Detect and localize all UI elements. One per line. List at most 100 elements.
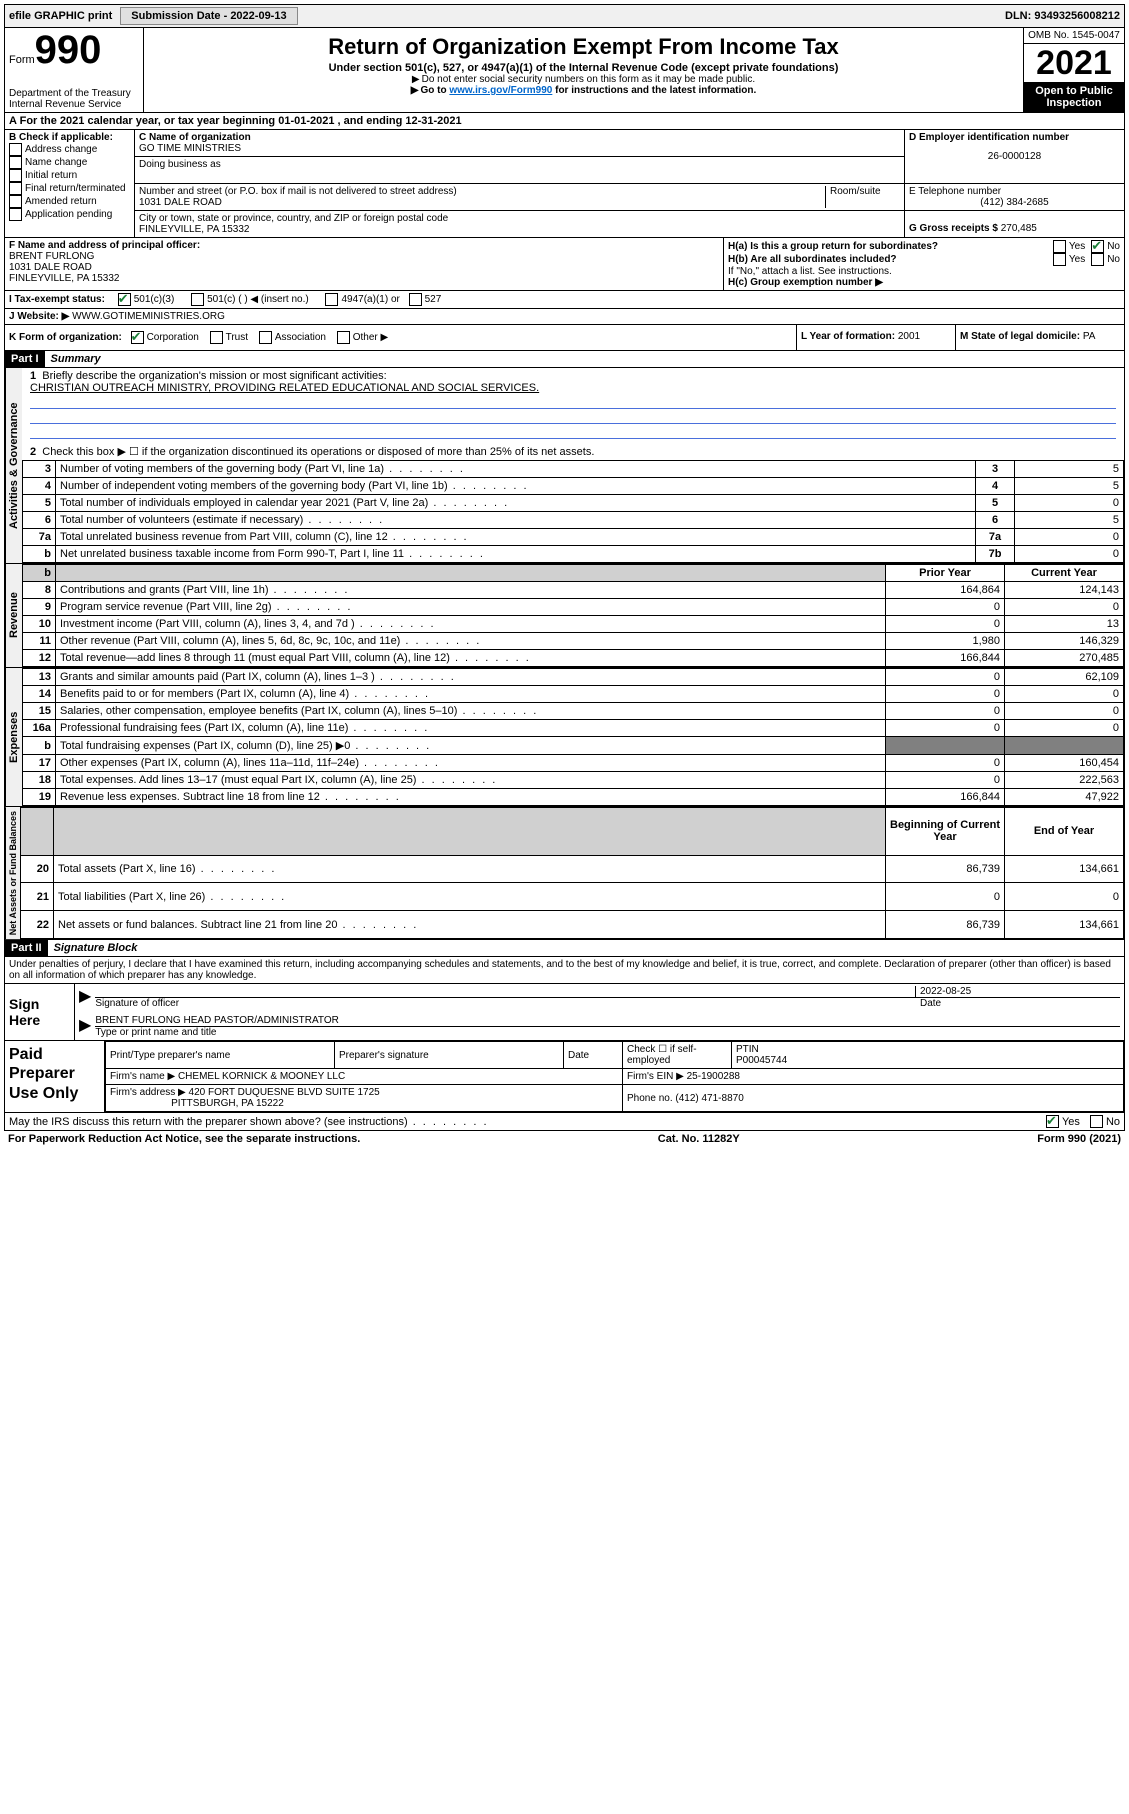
side-na: Net Assets or Fund Balances bbox=[5, 807, 20, 939]
footer-right: Form 990 (2021) bbox=[1037, 1133, 1121, 1145]
checkbox-other[interactable] bbox=[337, 331, 350, 344]
efile-label: efile GRAPHIC print bbox=[9, 10, 112, 22]
checkbox-501c3[interactable] bbox=[118, 293, 131, 306]
dept-label: Department of the Treasury bbox=[9, 88, 131, 99]
checkbox-corp[interactable] bbox=[131, 331, 144, 344]
table-row: 17Other expenses (Part IX, column (A), l… bbox=[23, 755, 1124, 772]
table-row: 16aProfessional fundraising fees (Part I… bbox=[23, 720, 1124, 737]
table-row: bTotal fundraising expenses (Part IX, co… bbox=[23, 737, 1124, 755]
header-left: Form990 Department of the Treasury Inter… bbox=[5, 28, 144, 112]
sig-officer-label: Signature of officer bbox=[95, 998, 916, 1009]
checkbox-final-return[interactable] bbox=[9, 182, 22, 195]
form-number: 990 bbox=[35, 28, 102, 72]
g-receipts-label: G Gross receipts $ bbox=[909, 223, 1001, 234]
table-row: 7aTotal unrelated business revenue from … bbox=[23, 529, 1124, 546]
checkbox-hb-no[interactable] bbox=[1091, 253, 1104, 266]
checkbox-address-change[interactable] bbox=[9, 143, 22, 156]
prior-year-header: Prior Year bbox=[886, 565, 1005, 582]
line1-value: CHRISTIAN OUTREACH MINISTRY, PROVIDING R… bbox=[30, 382, 1116, 394]
table-row: 3Number of voting members of the governi… bbox=[23, 461, 1124, 478]
table-row: 18Total expenses. Add lines 13–17 (must … bbox=[23, 772, 1124, 789]
hb-note: If "No," attach a list. See instructions… bbox=[728, 266, 1120, 277]
hc-label: H(c) Group exemption number ▶ bbox=[728, 277, 1120, 288]
i-label: I Tax-exempt status: bbox=[9, 294, 105, 305]
checkbox-ha-yes[interactable] bbox=[1053, 240, 1066, 253]
table-row: 9Program service revenue (Part VIII, lin… bbox=[23, 599, 1124, 616]
sign-here-block: Sign Here 2022-08-25 Signature of office… bbox=[4, 984, 1125, 1041]
rev-table: bPrior YearCurrent Year 8Contributions a… bbox=[22, 564, 1124, 667]
sign-here-label: Sign Here bbox=[5, 984, 75, 1040]
form-subtitle: Under section 501(c), 527, or 4947(a)(1)… bbox=[148, 62, 1019, 74]
arrow-icon bbox=[79, 986, 95, 1009]
fh-block: F Name and address of principal officer:… bbox=[4, 238, 1125, 291]
checkbox-hb-yes[interactable] bbox=[1053, 253, 1066, 266]
table-row: 22Net assets or fund balances. Subtract … bbox=[21, 911, 1124, 939]
c-name-label: C Name of organization bbox=[139, 132, 900, 143]
arrow-icon bbox=[411, 85, 421, 96]
summary-na: Net Assets or Fund Balances Beginning of… bbox=[4, 807, 1125, 940]
checkbox-4947[interactable] bbox=[325, 293, 338, 306]
line2: Check this box ▶ ☐ if the organization d… bbox=[42, 446, 594, 458]
rule-line bbox=[30, 425, 1116, 439]
checkbox-amended[interactable] bbox=[9, 195, 22, 208]
preparer-table: Print/Type preparer's name Preparer's si… bbox=[105, 1041, 1124, 1112]
table-row: 20Total assets (Part X, line 16)86,73913… bbox=[21, 855, 1124, 883]
type-name-label: Type or print name and title bbox=[95, 1027, 1120, 1038]
table-row: 12Total revenue—add lines 8 through 11 (… bbox=[23, 650, 1124, 667]
discuss-question: May the IRS discuss this return with the… bbox=[9, 1116, 1046, 1128]
checkbox-pending[interactable] bbox=[9, 208, 22, 221]
checkbox-ha-no[interactable] bbox=[1091, 240, 1104, 253]
checkbox-discuss-yes[interactable] bbox=[1046, 1115, 1059, 1128]
e-phone-label: E Telephone number bbox=[909, 186, 1120, 197]
line1-label: Briefly describe the organization's miss… bbox=[42, 370, 386, 382]
ptin-value: P00045744 bbox=[736, 1055, 1119, 1066]
firm-addr2: PITTSBURGH, PA 15222 bbox=[171, 1098, 284, 1109]
checkbox-discuss-no[interactable] bbox=[1090, 1115, 1103, 1128]
street-address: 1031 DALE ROAD bbox=[139, 197, 821, 208]
prep-name-hdr: Print/Type preparer's name bbox=[106, 1042, 335, 1069]
prep-sig-hdr: Preparer's signature bbox=[335, 1042, 564, 1069]
header-right: OMB No. 1545-0047 2021 Open to Public In… bbox=[1023, 28, 1124, 112]
prep-date-hdr: Date bbox=[564, 1042, 623, 1069]
firm-ein: 25-1900288 bbox=[687, 1071, 740, 1082]
checkbox-501c[interactable] bbox=[191, 293, 204, 306]
dba-label: Doing business as bbox=[139, 159, 900, 170]
checkbox-527[interactable] bbox=[409, 293, 422, 306]
submission-date-button[interactable]: Submission Date - 2022-09-13 bbox=[120, 7, 297, 25]
current-year-header: Current Year bbox=[1005, 565, 1124, 582]
table-row: 19Revenue less expenses. Subtract line 1… bbox=[23, 789, 1124, 806]
part1-header: Part I Summary bbox=[4, 351, 1125, 368]
inspection-badge: Open to Public Inspection bbox=[1024, 82, 1124, 112]
col-b-header: B Check if applicable: bbox=[9, 132, 130, 143]
note-ssn: Do not enter social security numbers on … bbox=[422, 74, 755, 85]
arrow-icon bbox=[79, 1015, 95, 1038]
part1-title: Summary bbox=[45, 351, 107, 367]
irs-link[interactable]: www.irs.gov/Form990 bbox=[449, 85, 552, 96]
top-bar: efile GRAPHIC print Submission Date - 20… bbox=[4, 4, 1125, 28]
sig-date-label: Date bbox=[916, 998, 1120, 1009]
checkbox-assoc[interactable] bbox=[259, 331, 272, 344]
checkbox-name-change[interactable] bbox=[9, 156, 22, 169]
klm-row: K Form of organization: Corporation Trus… bbox=[4, 325, 1125, 351]
table-row: 8Contributions and grants (Part VIII, li… bbox=[23, 582, 1124, 599]
checkbox-initial-return[interactable] bbox=[9, 169, 22, 182]
form-word: Form bbox=[9, 54, 35, 66]
ha-label: H(a) Is this a group return for subordin… bbox=[728, 241, 1053, 252]
arrow-icon bbox=[412, 74, 422, 85]
entity-block: B Check if applicable: Address change Na… bbox=[4, 130, 1125, 238]
firm-phone: (412) 471-8870 bbox=[675, 1093, 743, 1104]
side-exp: Expenses bbox=[5, 668, 22, 806]
checkbox-trust[interactable] bbox=[210, 331, 223, 344]
j-website: WWW.GOTIMEMINISTRIES.ORG bbox=[72, 311, 225, 322]
firm-name: CHEMEL KORNICK & MOONEY LLC bbox=[178, 1071, 345, 1082]
m-state: PA bbox=[1083, 331, 1096, 342]
side-gov: Activities & Governance bbox=[5, 368, 22, 563]
tax-year: 2021 bbox=[1024, 44, 1124, 82]
table-row: 5Total number of individuals employed in… bbox=[23, 495, 1124, 512]
form-title: Return of Organization Exempt From Incom… bbox=[148, 34, 1019, 60]
omb-number: OMB No. 1545-0047 bbox=[1024, 28, 1124, 44]
part2-title: Signature Block bbox=[48, 940, 144, 956]
f-officer-name: BRENT FURLONG bbox=[9, 251, 719, 262]
city-label: City or town, state or province, country… bbox=[139, 213, 900, 224]
e-phone: (412) 384-2685 bbox=[909, 197, 1120, 208]
